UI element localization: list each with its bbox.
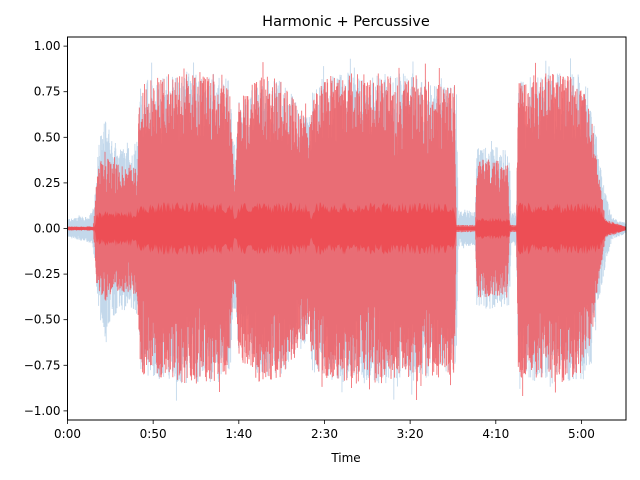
x-tick-label: 1:40	[225, 427, 252, 441]
y-tick-label: 0.50	[34, 130, 61, 144]
y-tick-label: −1.00	[24, 404, 61, 418]
y-tick-label: 1.00	[34, 39, 61, 53]
plot-area	[67, 58, 626, 401]
y-tick-label: 0.00	[34, 222, 61, 236]
x-tick-label: 3:20	[397, 427, 424, 441]
y-axis: 1.00 0.75 0.50 0.25 0.00 −0.25 −0.50 −0.75 −1.00	[24, 39, 68, 418]
x-axis: 0:00 0:50 1:40 2:30 3:20 4:10 5:00	[54, 420, 595, 441]
waveform-core-1	[67, 202, 626, 255]
x-tick-label: 2:30	[311, 427, 338, 441]
x-axis-label: Time	[330, 451, 360, 465]
x-tick-label: 5:00	[568, 427, 595, 441]
y-tick-label: −0.75	[24, 358, 61, 372]
chart-title: Harmonic + Percussive	[262, 14, 430, 30]
plot-frame	[67, 36, 627, 421]
x-tick-label: 0:50	[140, 427, 167, 441]
x-tick-label: 0:00	[54, 427, 81, 441]
waveform-series-1	[67, 62, 626, 400]
y-tick-label: −0.50	[24, 313, 61, 327]
y-tick-label: −0.25	[24, 267, 61, 281]
x-tick-label: 4:10	[482, 427, 509, 441]
y-tick-label: 0.75	[34, 85, 61, 99]
y-tick-label: 0.25	[34, 176, 61, 190]
